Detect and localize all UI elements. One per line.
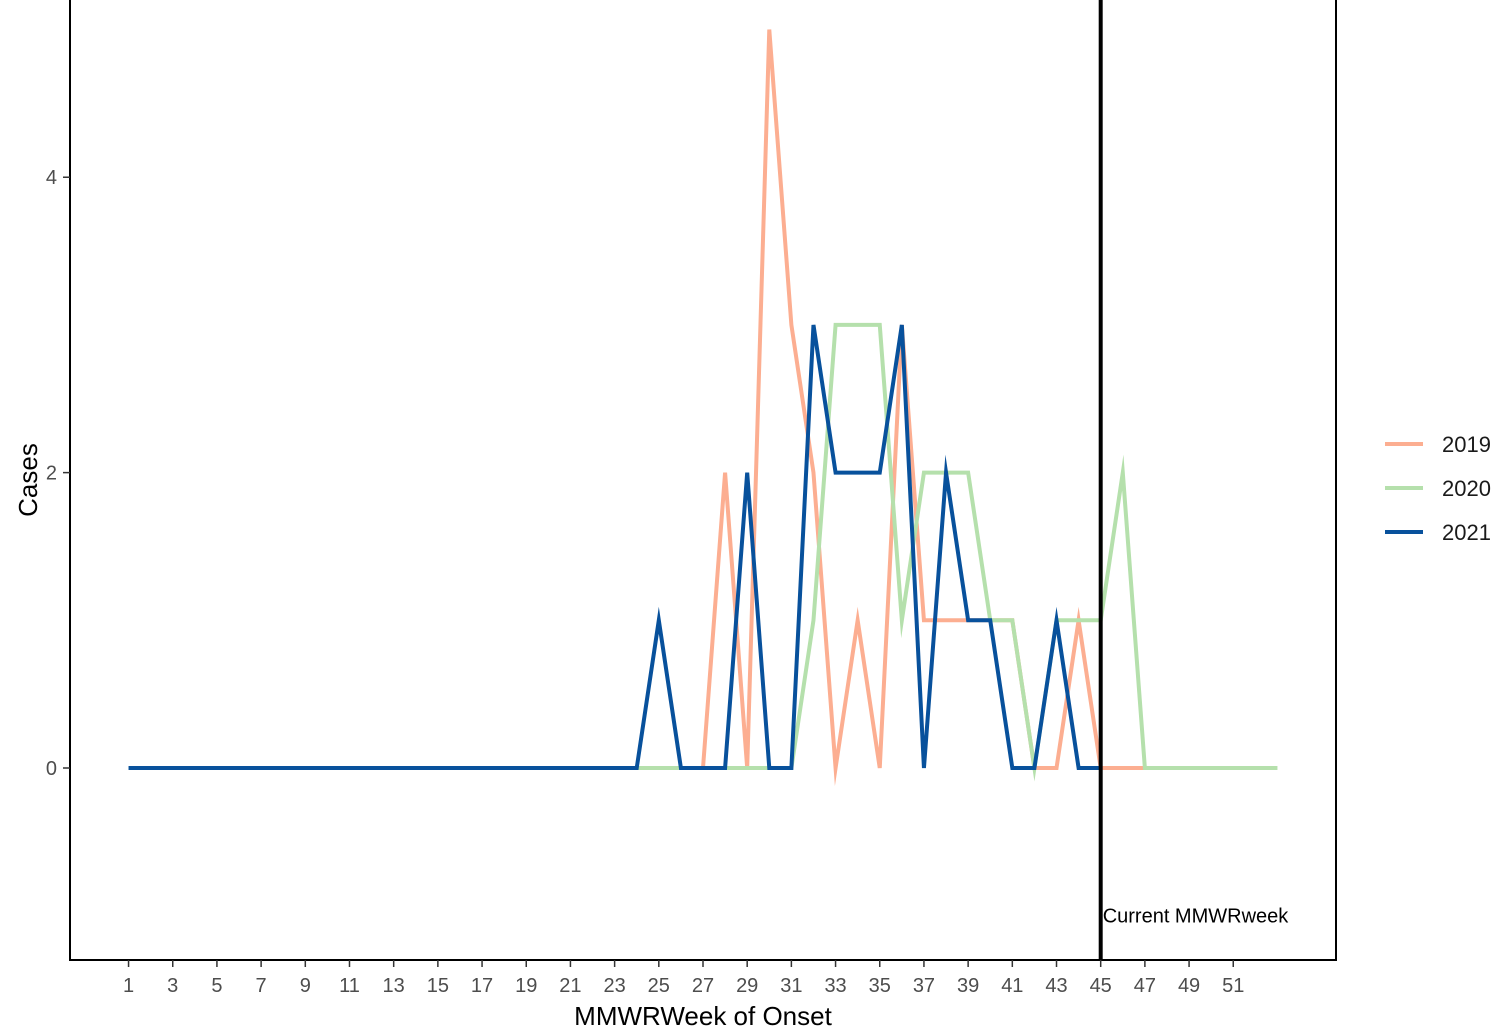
x-tick-label: 21 bbox=[559, 975, 581, 997]
x-tick-label: 23 bbox=[603, 975, 625, 997]
x-tick-label: 13 bbox=[383, 975, 405, 997]
reference-line-group: Current MMWRweek bbox=[1098, 0, 1290, 960]
series-line-2021 bbox=[128, 324, 1101, 770]
x-tick-label: 43 bbox=[1045, 975, 1067, 997]
x-tick-label: 19 bbox=[515, 975, 537, 997]
x-tick-label: 29 bbox=[736, 975, 758, 997]
y-tick-label: 0 bbox=[46, 758, 57, 780]
x-tick-label: 39 bbox=[957, 975, 979, 997]
x-tick-label: 35 bbox=[869, 975, 891, 997]
x-tick-label: 49 bbox=[1178, 975, 1200, 997]
legend-label-2020: 2020 bbox=[1442, 476, 1491, 501]
x-tick-label: 37 bbox=[913, 975, 935, 997]
current-week-label: Current MMWRweek bbox=[1103, 906, 1290, 928]
x-tick-label: 11 bbox=[339, 975, 360, 997]
x-tick-label: 5 bbox=[211, 975, 222, 997]
x-tick-label: 27 bbox=[692, 975, 714, 997]
x-tick-label: 47 bbox=[1134, 975, 1156, 997]
x-tick-label: 31 bbox=[780, 975, 802, 997]
x-tick-label: 17 bbox=[471, 975, 493, 997]
x-axis: 1 3 5 7 9 11 13 15 17 19 21 23 25 27 29 31 33 35 37 39 41 43 4… bbox=[123, 960, 1244, 997]
y-tick-label: 4 bbox=[46, 167, 57, 189]
series-line-2019 bbox=[128, 29, 1145, 786]
legend-label-2019: 2019 bbox=[1442, 432, 1491, 457]
x-tick-label: 1 bbox=[123, 975, 134, 997]
x-tick-label: 25 bbox=[648, 975, 670, 997]
legend: 2019 2020 2021 bbox=[1385, 432, 1491, 545]
x-tick-label: 51 bbox=[1222, 975, 1244, 997]
x-tick-label: 45 bbox=[1090, 975, 1112, 997]
x-tick-label: 15 bbox=[427, 975, 449, 997]
x-axis-title: MMWRWeek of Onset bbox=[574, 1001, 832, 1031]
y-axis-title: Cases bbox=[13, 443, 43, 517]
plot-panel-border bbox=[69, 0, 1337, 961]
x-tick-label: 7 bbox=[256, 975, 267, 997]
x-tick-label: 33 bbox=[824, 975, 846, 997]
x-tick-label: 3 bbox=[167, 975, 178, 997]
series-line-2020 bbox=[128, 322, 1278, 782]
y-axis: 0 2 4 bbox=[46, 167, 70, 780]
x-tick-label: 9 bbox=[300, 975, 311, 997]
x-tick-label: 41 bbox=[1001, 975, 1023, 997]
legend-label-2021: 2021 bbox=[1442, 520, 1491, 545]
y-tick-label: 2 bbox=[46, 463, 57, 485]
series-lines bbox=[128, 29, 1278, 786]
